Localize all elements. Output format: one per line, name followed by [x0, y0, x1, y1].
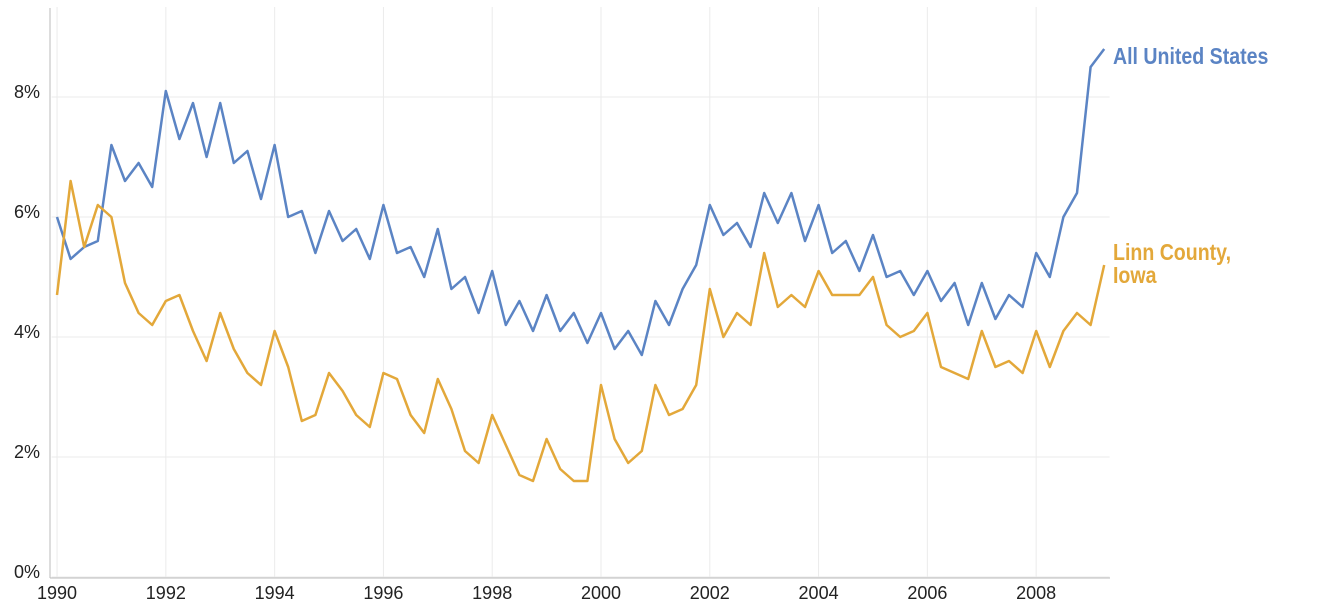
- y-tick-label: 8%: [14, 82, 40, 102]
- x-tick-label: 1994: [255, 583, 295, 603]
- series-line: [55, 48, 1106, 357]
- x-tick-label: 1998: [472, 583, 512, 603]
- y-tick-label: 0%: [14, 562, 40, 582]
- x-tick-label: 2004: [799, 583, 839, 603]
- y-tick-label: 6%: [14, 202, 40, 222]
- series-line: [55, 179, 1106, 483]
- series-label: All United States: [1113, 43, 1269, 69]
- x-tick-label: 1990: [37, 583, 77, 603]
- y-tick-label: 2%: [14, 442, 40, 462]
- x-tick-label: 2006: [907, 583, 947, 603]
- series-label: Linn County, Iowa: [1113, 239, 1232, 288]
- x-tick-label: 1992: [146, 583, 186, 603]
- x-tick-label: 2000: [581, 583, 621, 603]
- x-tick-label: 2002: [690, 583, 730, 603]
- x-tick-label: 1996: [363, 583, 403, 603]
- y-tick-label: 4%: [14, 322, 40, 342]
- x-tick-label: 2008: [1016, 583, 1056, 603]
